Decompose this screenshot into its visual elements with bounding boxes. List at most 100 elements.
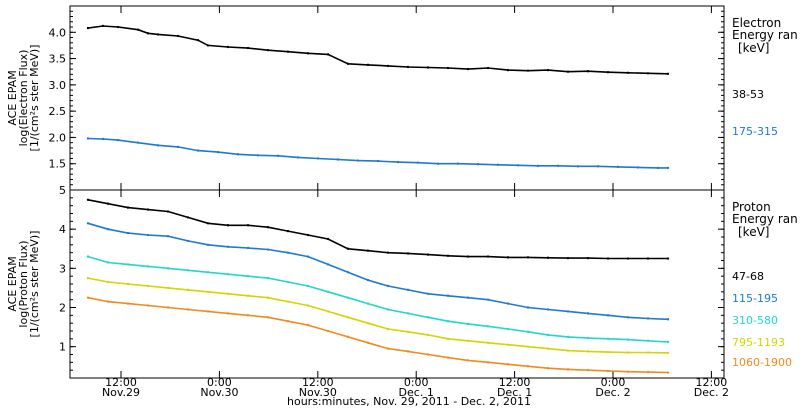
- proton-point: [86, 222, 90, 225]
- electron-point: [296, 156, 300, 159]
- proton-series-4: [87, 296, 669, 374]
- electron-ytick-label: 4.0: [49, 26, 67, 39]
- electron-point: [486, 66, 490, 70]
- electron-point: [466, 67, 470, 71]
- electron-ylabel-line: ACE EPAM: [6, 70, 19, 125]
- proton-point: [566, 349, 570, 352]
- proton-point: [546, 333, 550, 337]
- proton-point: [666, 351, 670, 355]
- proton-point: [606, 337, 610, 341]
- proton-point: [206, 290, 210, 294]
- electron-point: [226, 45, 230, 49]
- time-axis: 12:00Nov.290:00Nov.3012:00Nov.300:00Dec.…: [102, 376, 729, 399]
- proton-point: [246, 294, 250, 297]
- proton-point: [366, 278, 370, 282]
- proton-point: [166, 235, 170, 238]
- xtick-time-label: 12:00: [105, 376, 137, 389]
- proton-point: [326, 310, 330, 313]
- electron-point: [616, 165, 620, 169]
- electron-ylabel-line: [1/(cm²s ster MeV)]: [28, 45, 41, 152]
- electron-point: [276, 154, 280, 158]
- proton-point: [106, 261, 110, 264]
- xtick-time-label: 0:00: [404, 376, 429, 389]
- proton-point: [446, 254, 450, 257]
- proton-ytick-label: 3: [59, 262, 66, 275]
- proton-point: [366, 249, 370, 252]
- proton-point: [386, 347, 390, 350]
- proton-point: [486, 298, 490, 301]
- xtick-date-label: Nov.29: [102, 386, 140, 399]
- proton-series-2: [87, 255, 669, 343]
- electron-point: [536, 164, 540, 168]
- electron-point: [236, 153, 240, 156]
- proton-point: [666, 340, 670, 344]
- electron-point: [556, 164, 560, 168]
- proton-point: [226, 273, 230, 276]
- proton-legend-entry: 795-1193: [732, 336, 785, 349]
- proton-point: [166, 267, 170, 270]
- proton-point: [286, 229, 290, 233]
- proton-point: [486, 255, 490, 258]
- proton-legend-entry: 47-68: [732, 270, 764, 283]
- proton-point: [526, 330, 530, 333]
- proton-point: [406, 252, 410, 255]
- electron-ytick-label: 3.5: [49, 53, 67, 66]
- xtick-time-label: 0:00: [207, 376, 232, 389]
- electron-series-0: [87, 25, 669, 75]
- proton-point: [346, 247, 350, 250]
- xtick-time-label: 12:00: [499, 376, 531, 389]
- proton-point: [486, 325, 490, 328]
- proton-point: [226, 245, 230, 248]
- electron-point: [156, 144, 160, 147]
- electron-ytick-label: 3.0: [49, 79, 67, 92]
- proton-point: [326, 329, 330, 333]
- proton-legend-entry: 310-580: [732, 314, 778, 327]
- proton-point: [366, 341, 370, 344]
- electron-point: [476, 163, 480, 166]
- proton-point: [86, 198, 90, 201]
- proton-point: [146, 233, 150, 237]
- proton-point: [466, 296, 470, 299]
- proton-point: [666, 371, 670, 374]
- electron-point: [526, 69, 530, 72]
- proton-point: [406, 350, 410, 353]
- proton-point: [246, 274, 250, 278]
- proton-point: [126, 206, 130, 209]
- proton-point: [586, 350, 590, 353]
- electron-point: [101, 137, 105, 141]
- proton-series-3: [87, 277, 669, 354]
- electron-point: [656, 166, 660, 170]
- proton-point: [506, 256, 510, 259]
- xtick-time-label: 0:00: [601, 376, 626, 389]
- proton-point: [466, 339, 470, 342]
- proton-point: [146, 304, 150, 307]
- electron-legend-title: Electron: [732, 16, 781, 30]
- proton-point: [426, 353, 430, 356]
- proton-point: [266, 226, 270, 229]
- proton-ylabel-line: ACE EPAM: [6, 256, 19, 311]
- electron-point: [586, 69, 590, 73]
- proton-point: [306, 304, 310, 307]
- electron-point: [366, 63, 370, 67]
- proton-point: [566, 335, 570, 339]
- electron-point: [516, 164, 520, 167]
- proton-ytick-label: 1: [59, 341, 66, 354]
- proton-point: [646, 257, 650, 260]
- proton-series-1: [87, 222, 669, 321]
- proton-ylabel-line: log(Proton Flux): [17, 240, 30, 327]
- proton-point: [186, 239, 190, 243]
- electron-legend-entry: 175-315: [732, 125, 778, 138]
- proton-point: [106, 227, 110, 231]
- proton-point: [106, 280, 110, 284]
- electron-legend-entry: 38-53: [732, 88, 764, 101]
- electron-legend-unit: [keV]: [738, 41, 769, 55]
- electron-point: [406, 65, 410, 69]
- electron-point: [246, 46, 250, 50]
- proton-point: [366, 302, 370, 305]
- xtick-date-label: Dec. 1: [497, 386, 532, 399]
- proton-point: [106, 300, 110, 303]
- proton-point: [526, 365, 530, 368]
- xtick-date-label: Dec. 1: [399, 386, 434, 399]
- electron-point: [396, 160, 400, 164]
